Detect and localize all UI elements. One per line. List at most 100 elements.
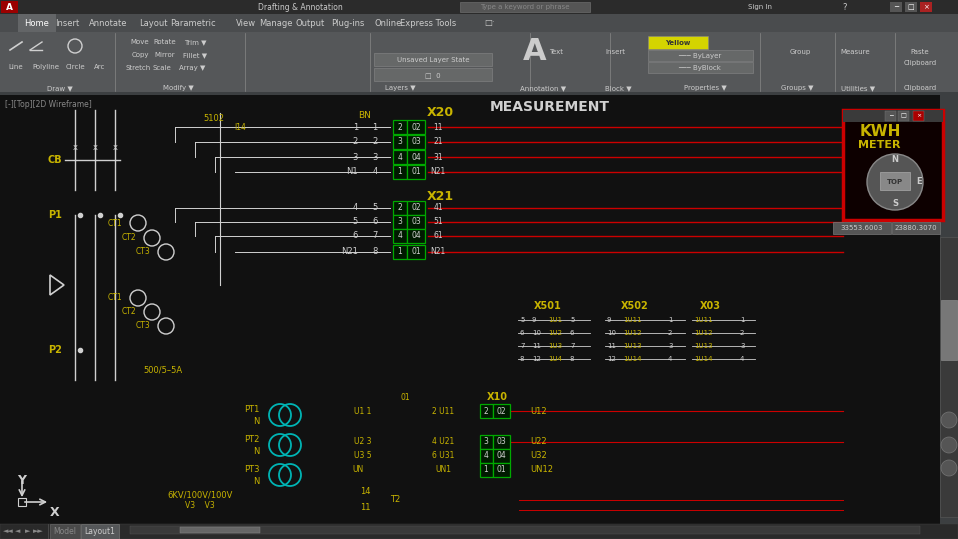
Text: □: □	[907, 4, 914, 10]
Text: 04: 04	[411, 153, 421, 162]
Text: □: □	[901, 114, 906, 119]
Text: Output: Output	[295, 18, 325, 27]
Text: 1U14: 1U14	[623, 356, 642, 362]
Text: 01: 01	[411, 168, 421, 176]
Text: Insert: Insert	[605, 49, 625, 55]
Text: 03: 03	[411, 218, 421, 226]
Text: Insert: Insert	[55, 18, 80, 27]
Text: U32: U32	[530, 452, 547, 460]
Text: 4: 4	[398, 153, 402, 162]
Text: Layout: Layout	[139, 18, 168, 27]
Text: 1: 1	[398, 168, 402, 176]
Text: 11: 11	[607, 343, 616, 349]
Bar	[648, 36, 708, 49]
Bar	[393, 120, 407, 134]
Text: 1: 1	[373, 122, 377, 132]
Text: CB: CB	[48, 155, 62, 165]
Text: 5102: 5102	[203, 114, 224, 123]
Text: I14: I14	[234, 123, 246, 132]
Text: 01: 01	[496, 466, 506, 474]
Text: 51: 51	[433, 218, 443, 226]
Text: 3: 3	[740, 343, 744, 349]
Text: ?: ?	[843, 3, 847, 11]
Text: A: A	[6, 3, 13, 11]
Text: 1: 1	[668, 317, 673, 323]
Text: 2: 2	[398, 122, 402, 132]
Text: MEASUREMENT: MEASUREMENT	[490, 100, 610, 114]
Text: E: E	[916, 177, 922, 186]
Text: U12: U12	[530, 406, 547, 416]
Text: 4: 4	[668, 356, 673, 362]
Text: X501: X501	[535, 301, 562, 311]
Text: N: N	[254, 446, 260, 455]
Bar	[480, 404, 493, 418]
Text: N: N	[254, 417, 260, 425]
Text: P2: P2	[48, 345, 62, 355]
Text: UN12: UN12	[530, 466, 553, 474]
Bar	[393, 215, 407, 229]
Text: Layers ▼: Layers ▼	[385, 85, 416, 91]
Text: 10: 10	[532, 330, 541, 336]
Text: 11: 11	[532, 343, 541, 349]
Text: 3: 3	[373, 153, 377, 162]
Text: 5: 5	[373, 204, 377, 212]
Text: 6: 6	[353, 231, 358, 240]
Text: Plug-ins: Plug-ins	[331, 18, 365, 27]
Text: 500/5–5A: 500/5–5A	[144, 365, 183, 375]
Text: Text: Text	[549, 49, 563, 55]
Text: □  0: □ 0	[425, 72, 441, 78]
Text: Clipboard: Clipboard	[903, 85, 937, 91]
Bar	[374, 68, 492, 81]
Text: UN: UN	[353, 466, 364, 474]
Text: x: x	[93, 143, 98, 153]
Text: Rotate: Rotate	[153, 39, 176, 45]
Text: Annotation ▼: Annotation ▼	[520, 85, 566, 91]
Text: ─── ByBlock: ─── ByBlock	[678, 65, 721, 71]
Text: N21: N21	[430, 247, 445, 257]
Text: 6: 6	[373, 218, 377, 226]
Text: Line: Line	[9, 64, 23, 70]
Text: 8: 8	[373, 247, 377, 257]
Bar	[0, 32, 958, 92]
Text: 1U13: 1U13	[694, 343, 713, 349]
Text: 1: 1	[484, 466, 489, 474]
Text: 04: 04	[411, 231, 421, 240]
Bar	[0, 0, 958, 14]
Text: 3: 3	[398, 137, 402, 147]
Text: 02: 02	[411, 204, 421, 212]
Text: 03: 03	[496, 438, 506, 446]
Text: 02: 02	[496, 406, 506, 416]
Text: 5: 5	[353, 218, 358, 226]
Text: V3    V3: V3 V3	[185, 501, 215, 509]
Text: 1: 1	[353, 122, 358, 132]
Text: Sign In: Sign In	[748, 4, 772, 10]
Text: 9: 9	[607, 317, 611, 323]
Text: U1 1: U1 1	[354, 406, 372, 416]
Text: U22: U22	[530, 438, 547, 446]
Text: S: S	[892, 199, 898, 209]
Text: 4 U21: 4 U21	[432, 438, 454, 446]
Text: N1: N1	[347, 168, 358, 176]
Text: Scale: Scale	[152, 65, 171, 71]
Text: PT2: PT2	[244, 434, 260, 444]
Bar	[374, 53, 492, 66]
Text: Arc: Arc	[94, 64, 105, 70]
Text: Move: Move	[130, 39, 149, 45]
Bar	[0, 524, 958, 539]
Text: ►►: ►►	[33, 528, 43, 534]
Circle shape	[941, 460, 957, 476]
Text: 12: 12	[607, 356, 616, 362]
Text: Groups ▼: Groups ▼	[781, 85, 813, 91]
Bar	[940, 237, 958, 517]
Text: U2 3: U2 3	[354, 438, 372, 446]
Text: Express Tools: Express Tools	[399, 18, 456, 27]
Bar	[843, 110, 943, 122]
Text: ─── ByLayer: ─── ByLayer	[678, 53, 721, 59]
Text: 5: 5	[570, 317, 575, 323]
Text: Group: Group	[789, 49, 810, 55]
Text: ×: ×	[924, 4, 929, 10]
Bar	[130, 526, 920, 534]
Bar	[407, 120, 425, 134]
Text: 8: 8	[570, 356, 575, 362]
Bar	[460, 2, 590, 12]
